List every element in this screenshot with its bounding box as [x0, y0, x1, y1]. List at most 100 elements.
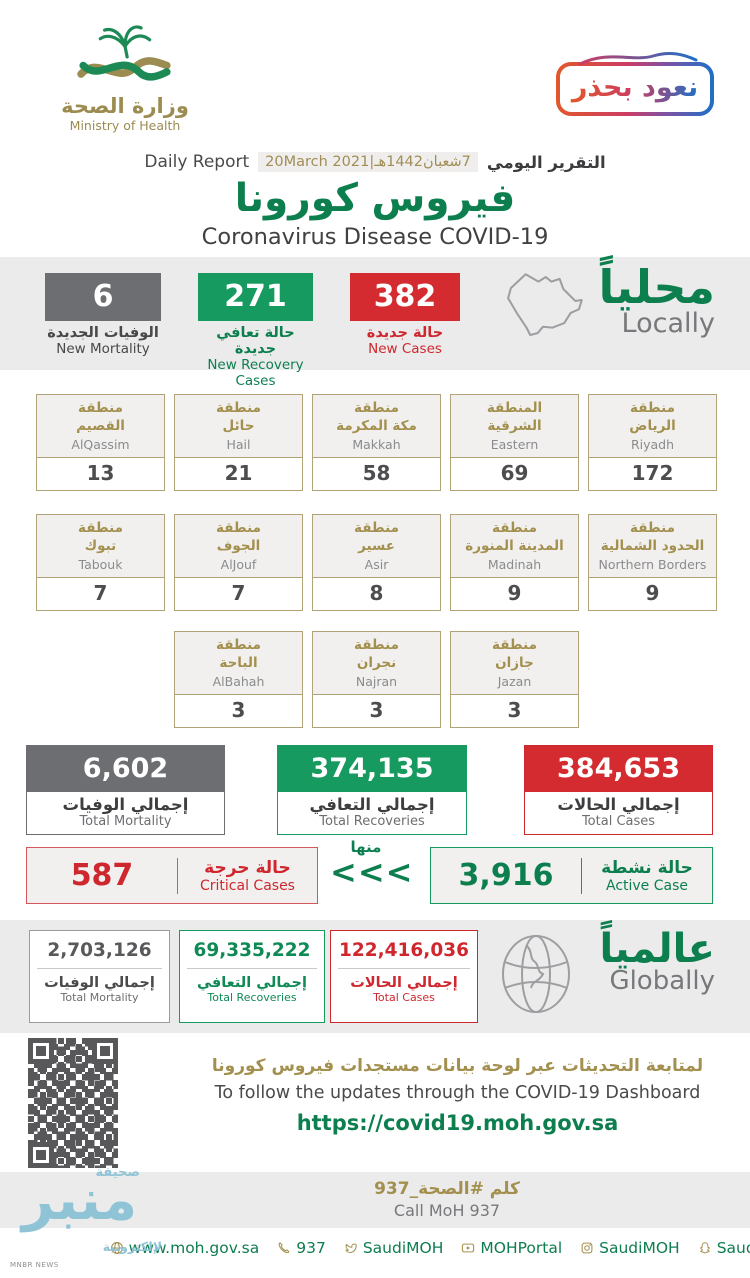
watermark-name: منبر: [22, 1168, 138, 1233]
twitter-handle: SaudiMOH: [362, 1238, 444, 1257]
globe-icon: [110, 1241, 123, 1254]
page-title-arabic: فيروس كورونا: [234, 176, 516, 221]
report-line: Daily Report 7شعبان1442هـ|20March 2021 ا…: [120, 152, 630, 172]
global-mortality-value: 2,703,126: [47, 940, 152, 961]
region-card-najran: منطقة نجران Najran 3: [312, 631, 441, 728]
region-card-hail: منطقة حائل Hail 21: [174, 394, 303, 491]
call-hashtag-ar: كلم #الصحة_937: [374, 1179, 520, 1199]
region-ar-line2: حائل: [222, 417, 255, 434]
region-card-riyadh: منطقة الرياض Riyadh 172: [588, 394, 717, 491]
divider: [338, 968, 470, 969]
region-ar-line2: تبوك: [84, 537, 117, 554]
logo-arabic-name: وزارة الصحة: [61, 94, 189, 118]
logo-english-name: Ministry of Health: [69, 118, 181, 134]
qr-code: [28, 1038, 118, 1168]
twitter-icon: [345, 1242, 357, 1253]
badge-text-graphic: نعود بحذر: [570, 72, 698, 103]
region-card-aljouf: منطقة الجوف AlJouf 7: [174, 514, 303, 611]
region-en: Madinah: [487, 557, 542, 573]
snapchat-link[interactable]: Saudi_Moh: [698, 1239, 750, 1257]
region-row-3: منطقة الباحة AlBahah 3 منطقة نجران Najran 3 من…: [174, 631, 579, 728]
region-value: 7: [231, 581, 246, 605]
total-mortality-label-ar: إجمالي الوفيات: [62, 795, 189, 814]
of-which-marker: منها <<<: [330, 838, 414, 891]
region-value: 9: [645, 581, 660, 605]
active-cases-label-ar: حالة نشطة: [601, 857, 693, 878]
region-ar-line2: الشرقية: [487, 417, 542, 434]
region-en: Najran: [355, 674, 398, 690]
qr-finder-icon: [28, 1142, 54, 1168]
page-title-english: Coronavirus Disease COVID-19: [201, 224, 549, 250]
chevrons-left-icon: <<<: [330, 853, 414, 891]
total-cases-label-en: Total Cases: [581, 814, 656, 829]
locally-heading-ar: محلياً: [598, 260, 715, 314]
website-label: www.moh.gov.sa: [128, 1238, 260, 1257]
region-ar-line2: الحدود الشمالية: [600, 537, 705, 554]
region-value: 3: [369, 698, 384, 722]
new-mortality-label-ar: الوفيات الجديدة: [47, 325, 159, 341]
region-en: AlBahah: [212, 674, 265, 690]
total-recoveries-value: 374,135: [278, 746, 466, 792]
region-ar-line2: الرياض: [629, 417, 676, 434]
call-band: كلم #الصحة_937 Call MoH 937: [0, 1172, 750, 1228]
new-cases-value: 382: [350, 273, 460, 321]
region-ar-line1: المنطقة: [486, 400, 543, 416]
divider: [37, 968, 162, 969]
region-card-northern-borders: منطقة الحدود الشمالية Northern Borders 9: [588, 514, 717, 611]
instagram-link[interactable]: SaudiMOH: [580, 1239, 680, 1257]
youtube-handle: MOHPortal: [480, 1238, 563, 1257]
global-cases-label-ar: إجمالي الحالات: [350, 975, 458, 991]
region-ar-line2: نجران: [356, 654, 397, 671]
global-recoveries-value: 69,335,222: [193, 940, 311, 961]
region-card-tabouk: منطقة تبوك Tabouk 7: [36, 514, 165, 611]
region-ar-line1: منطقة: [630, 400, 675, 416]
region-en: AlJouf: [220, 557, 257, 573]
total-cases-box: 384,653 إجمالي الحالات Total Cases: [524, 745, 713, 835]
global-cases-box: 122,416,036 إجمالي الحالات Total Cases: [330, 930, 478, 1023]
region-card-asir: منطقة عسير Asir 8: [312, 514, 441, 611]
palm-tree-swoosh-icon: [77, 25, 171, 81]
twitter-link[interactable]: SaudiMOH: [344, 1238, 444, 1257]
phone-link[interactable]: 937: [277, 1239, 326, 1257]
region-en: Riyadh: [630, 437, 675, 453]
new-recovery-label-ar: حالة تعافي جديدة: [216, 325, 295, 357]
region-en: Hail: [226, 437, 251, 453]
region-ar-line1: منطقة: [354, 637, 399, 653]
region-en: Northern Borders: [598, 557, 707, 573]
region-ar-line2: عسير: [358, 537, 395, 554]
region-value: 7: [93, 581, 108, 605]
website-link[interactable]: www.moh.gov.sa: [110, 1238, 260, 1257]
globe-icon: [502, 935, 570, 1013]
total-recoveries-label-ar: إجمالي التعافي: [309, 795, 435, 814]
phone-icon: [278, 1241, 290, 1253]
region-ar-line1: منطقة: [78, 520, 123, 536]
global-recoveries-label-ar: إجمالي التعافي: [197, 975, 307, 991]
watermark-sub-label: لإلكترونية: [102, 1239, 162, 1254]
qr-finder-icon: [28, 1038, 54, 1064]
region-value: 8: [369, 581, 384, 605]
region-value: 9: [507, 581, 522, 605]
youtube-link[interactable]: MOHPortal: [461, 1239, 562, 1257]
saudi-arabia-map-icon: [507, 273, 583, 337]
region-value: 58: [362, 461, 391, 485]
youtube-icon: [462, 1243, 475, 1252]
active-cases-box: 3,916 حالة نشطة Active Case: [430, 847, 713, 904]
region-ar-line1: منطقة: [216, 520, 261, 536]
dashboard-url-link[interactable]: https://covid19.moh.gov.sa: [296, 1111, 619, 1135]
new-cases-stat: 382 حالة جديدة New Cases: [350, 273, 460, 357]
dashboard-text-en: To follow the updates through the COVID-…: [214, 1083, 701, 1103]
region-ar-line1: منطقة: [492, 637, 537, 653]
region-card-alqassim: منطقة القصيم AlQassim 13: [36, 394, 165, 491]
call-moh-label-en: Call MoH 937: [393, 1201, 501, 1220]
region-ar-line2: الجوف: [216, 537, 261, 554]
divider: [177, 857, 178, 894]
new-mortality-value: 6: [45, 273, 161, 321]
region-value: 3: [507, 698, 522, 722]
daily-report-label-en: Daily Report: [144, 152, 250, 172]
global-recoveries-box: 69,335,222 إجمالي التعافي Total Recoveri…: [179, 930, 325, 1023]
region-ar-line2: القصيم: [76, 417, 125, 434]
locally-heading-en: Locally: [621, 307, 715, 339]
total-cases-value: 384,653: [525, 746, 712, 792]
region-card-makkah: منطقة مكة المكرمة Makkah 58: [312, 394, 441, 491]
divider: [187, 968, 317, 969]
